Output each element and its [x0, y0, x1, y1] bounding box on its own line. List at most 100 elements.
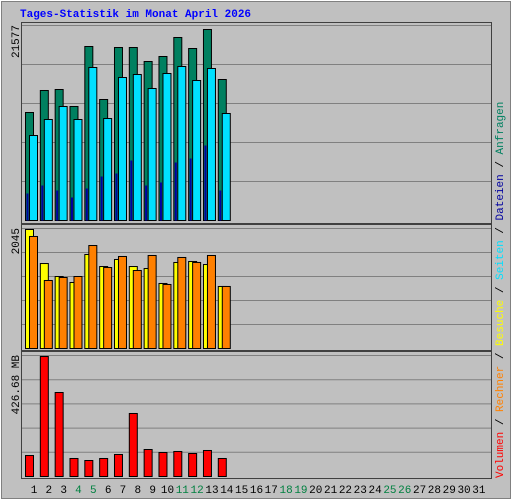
legend-text: Volumen / Rechner / Besuche / Seiten / D…	[495, 102, 507, 478]
bar	[113, 453, 123, 477]
legend-separator: /	[495, 280, 507, 300]
x-tick-label: 27	[413, 485, 426, 497]
bar	[143, 449, 153, 477]
bar	[29, 235, 38, 349]
x-tick-label: 29	[443, 485, 456, 497]
bar	[128, 412, 138, 477]
bar	[217, 457, 227, 478]
bar	[189, 158, 192, 221]
legend-separator: /	[495, 412, 507, 432]
bar	[43, 118, 53, 221]
x-tick-label: 13	[205, 485, 218, 497]
panel	[21, 351, 492, 479]
bar	[103, 118, 113, 221]
legend-separator: /	[495, 346, 507, 366]
bar	[56, 190, 59, 221]
legend-entry: Rechner	[495, 366, 507, 412]
bar	[219, 190, 222, 221]
bar	[115, 173, 118, 221]
legend-separator: /	[495, 220, 507, 240]
x-tick-label: 21	[324, 485, 338, 497]
bar	[69, 457, 79, 478]
bar	[117, 77, 127, 221]
bar	[159, 182, 162, 221]
bar	[204, 145, 207, 221]
legend-separator: /	[495, 154, 507, 174]
bar	[147, 87, 157, 221]
bar	[147, 254, 157, 349]
x-tick-label: 1	[31, 485, 38, 497]
x-tick-label: 22	[339, 485, 352, 497]
x-tick-label: 10	[161, 485, 174, 497]
bar	[25, 455, 34, 477]
bar	[73, 118, 83, 221]
bar	[54, 392, 64, 478]
bar	[158, 452, 168, 478]
bar	[130, 160, 133, 221]
bar	[100, 176, 103, 221]
bar	[70, 197, 73, 221]
bar	[58, 276, 68, 349]
x-tick-label: 24	[368, 485, 382, 497]
x-tick-label: 12	[191, 485, 204, 497]
x-tick-label: 15	[235, 485, 248, 497]
x-tick-label: 6	[105, 485, 112, 497]
bar	[177, 66, 187, 221]
x-tick-label: 4	[75, 485, 82, 497]
bar	[162, 72, 172, 221]
bar	[99, 457, 109, 478]
x-tick-label: 9	[149, 485, 156, 497]
bar	[177, 256, 187, 349]
legend-entry: Besuche	[495, 300, 507, 346]
bar	[41, 185, 44, 221]
bar	[173, 450, 183, 478]
x-tick-label: 2	[46, 485, 53, 497]
x-tick-label: 28	[428, 485, 441, 497]
x-tick-label: 18	[280, 485, 293, 497]
x-tick-label: 7	[120, 485, 127, 497]
legend-entry: Seiten	[495, 240, 507, 280]
x-tick-label: 11	[176, 485, 190, 497]
bar	[29, 135, 38, 222]
x-tick-label: 23	[354, 485, 367, 497]
legend-entry: Anfragen	[495, 102, 507, 155]
bar	[103, 267, 113, 349]
bar	[162, 283, 172, 349]
x-tick-label: 3	[60, 485, 67, 497]
y-tick-label: 426.68 MB	[11, 355, 23, 415]
x-tick-label: 8	[135, 485, 142, 497]
y-tick-label: 21577	[11, 25, 23, 58]
bar	[188, 453, 198, 477]
bar	[26, 193, 29, 221]
x-tick-label: 20	[309, 485, 322, 497]
x-tick-label: 14	[220, 485, 234, 497]
y-tick-label: 2045	[11, 228, 23, 254]
bar	[85, 188, 88, 221]
x-tick-label: 31	[472, 485, 486, 497]
bar	[206, 254, 216, 349]
legend: Volumen / Rechner / Besuche / Seiten / D…	[495, 102, 507, 478]
bar	[192, 261, 202, 350]
bar	[132, 74, 142, 221]
x-tick-label: 16	[250, 485, 263, 497]
bar	[145, 185, 148, 221]
x-tick-label: 30	[457, 485, 470, 497]
bar	[73, 276, 83, 349]
bar	[206, 67, 216, 221]
x-tick-label: 19	[294, 485, 307, 497]
bar	[84, 460, 94, 477]
bar	[132, 270, 142, 350]
bar	[88, 66, 98, 222]
bar	[39, 356, 49, 477]
bar	[174, 162, 177, 221]
bar	[202, 449, 212, 478]
x-tick-label: 25	[383, 485, 396, 497]
bar	[88, 245, 98, 350]
bar	[221, 285, 231, 350]
x-tick-label: 26	[398, 485, 411, 497]
legend-entry: Volumen	[495, 432, 507, 478]
bar	[192, 80, 202, 222]
bar	[58, 106, 68, 221]
